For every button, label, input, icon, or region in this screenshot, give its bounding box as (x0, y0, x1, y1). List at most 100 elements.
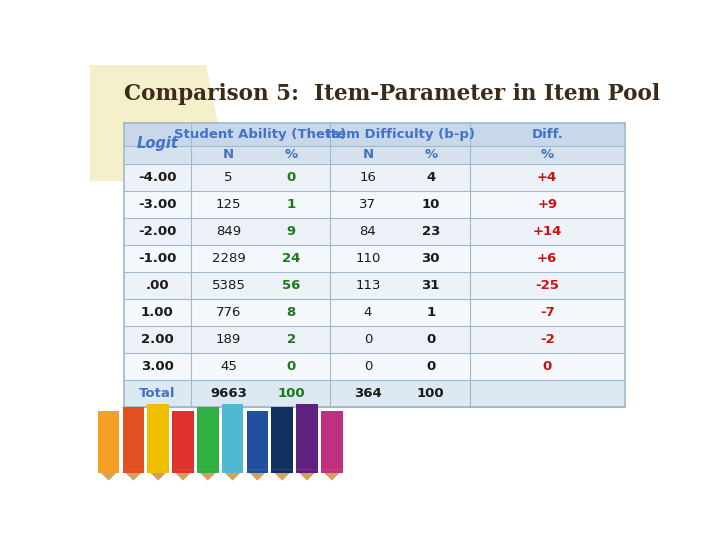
Text: 30: 30 (421, 252, 440, 265)
Bar (124, 164, 625, 191)
Text: %: % (541, 148, 554, 161)
Text: 0: 0 (287, 171, 296, 184)
Bar (124, 272, 625, 299)
Text: -1.00: -1.00 (138, 252, 176, 265)
Text: 110: 110 (355, 252, 381, 265)
Bar (124, 191, 625, 218)
Bar (148, 403, 169, 470)
Text: 37: 37 (359, 198, 377, 211)
Bar (271, 470, 293, 473)
Text: N: N (223, 148, 234, 161)
Bar (122, 470, 144, 473)
Bar (124, 123, 625, 146)
Bar (124, 380, 625, 408)
Polygon shape (90, 65, 230, 181)
Text: 56: 56 (282, 279, 300, 292)
Text: 0: 0 (543, 360, 552, 373)
Text: 23: 23 (421, 225, 440, 238)
Text: +6: +6 (537, 252, 557, 265)
Bar (296, 470, 318, 473)
Text: 5: 5 (224, 171, 233, 184)
Polygon shape (122, 470, 144, 481)
Text: -7: -7 (540, 306, 554, 319)
Polygon shape (98, 470, 120, 481)
Bar (296, 403, 318, 470)
Text: 125: 125 (216, 198, 241, 211)
Text: 0: 0 (364, 333, 372, 346)
Text: Diff.: Diff. (531, 127, 563, 140)
Bar (271, 408, 293, 470)
Bar (122, 408, 144, 470)
Text: 0: 0 (426, 333, 436, 346)
Text: 4: 4 (364, 306, 372, 319)
Bar (124, 299, 625, 326)
Polygon shape (172, 470, 194, 481)
Polygon shape (148, 470, 169, 481)
Text: 0: 0 (426, 360, 436, 373)
Bar (124, 245, 625, 272)
Text: 84: 84 (359, 225, 377, 238)
Text: +9: +9 (537, 198, 557, 211)
Text: Comparison 5:  Item-Parameter in Item Pool: Comparison 5: Item-Parameter in Item Poo… (124, 83, 660, 105)
Text: +4: +4 (537, 171, 557, 184)
Bar (222, 403, 243, 470)
Bar (197, 408, 219, 470)
Bar (124, 353, 625, 380)
Text: 24: 24 (282, 252, 300, 265)
Text: 2289: 2289 (212, 252, 246, 265)
Text: 776: 776 (216, 306, 241, 319)
Text: 1: 1 (426, 306, 436, 319)
Text: 10: 10 (421, 198, 440, 211)
Text: 1.00: 1.00 (141, 306, 174, 319)
Bar (222, 470, 243, 473)
Bar (321, 411, 343, 470)
Text: 100: 100 (417, 387, 444, 401)
Bar (124, 146, 625, 164)
Text: 364: 364 (354, 387, 382, 401)
Bar (172, 470, 194, 473)
Polygon shape (296, 470, 318, 481)
Bar (246, 411, 269, 470)
Text: 3.00: 3.00 (141, 360, 174, 373)
Text: .00: .00 (145, 279, 169, 292)
Text: 9: 9 (287, 225, 296, 238)
Bar (98, 411, 120, 470)
Bar (197, 470, 219, 473)
Text: N: N (362, 148, 374, 161)
Text: -3.00: -3.00 (138, 198, 176, 211)
Text: -4.00: -4.00 (138, 171, 176, 184)
Polygon shape (197, 470, 219, 481)
Polygon shape (271, 470, 293, 481)
Text: 9663: 9663 (210, 387, 247, 401)
Text: 0: 0 (364, 360, 372, 373)
Bar (124, 326, 625, 353)
Text: -2: -2 (540, 333, 554, 346)
Text: 113: 113 (355, 279, 381, 292)
Text: 8: 8 (287, 306, 296, 319)
Bar (172, 411, 194, 470)
Polygon shape (321, 470, 343, 481)
Text: 849: 849 (216, 225, 241, 238)
Text: 189: 189 (216, 333, 241, 346)
Text: 2: 2 (287, 333, 296, 346)
Text: 0: 0 (287, 360, 296, 373)
Text: 1: 1 (287, 198, 296, 211)
Text: +14: +14 (533, 225, 562, 238)
Text: Logit: Logit (137, 136, 179, 151)
Bar (98, 470, 120, 473)
Text: 16: 16 (359, 171, 377, 184)
Text: 4: 4 (426, 171, 436, 184)
Bar (124, 218, 625, 245)
Text: 45: 45 (220, 360, 237, 373)
Bar (321, 470, 343, 473)
Text: 100: 100 (277, 387, 305, 401)
Bar (148, 470, 169, 473)
Text: %: % (424, 148, 437, 161)
Polygon shape (246, 470, 269, 481)
Text: 2.00: 2.00 (141, 333, 174, 346)
Text: Total: Total (139, 387, 176, 401)
Text: -2.00: -2.00 (138, 225, 176, 238)
Text: -25: -25 (535, 279, 559, 292)
Text: %: % (284, 148, 298, 161)
Text: Student Ability (Theta): Student Ability (Theta) (174, 127, 346, 140)
